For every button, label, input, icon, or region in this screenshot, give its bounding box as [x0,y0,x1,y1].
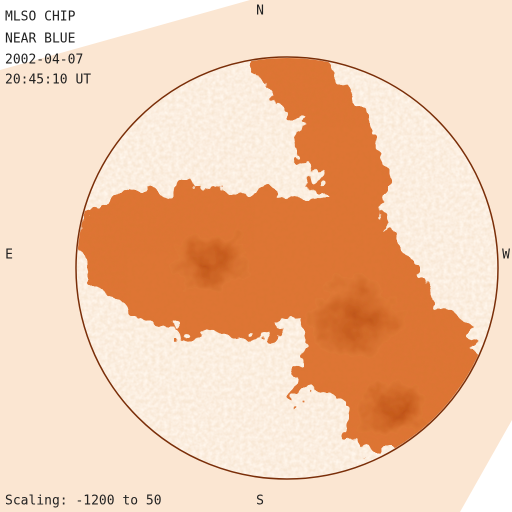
scaling-label: Scaling: -1200 to 50 [5,494,162,509]
coronal-holes [77,58,497,478]
compass-label: N [256,4,264,19]
compass-label: E [5,248,13,263]
header-line: MLSO CHIP [5,10,76,25]
compass-label: S [256,494,264,509]
texture [77,58,497,478]
header-line: 2002-04-07 [5,53,83,68]
corner [0,0,110,70]
compass-label: W [502,248,510,263]
header-line: NEAR BLUE [5,32,75,47]
header-line: 20:45:10 UT [5,73,91,88]
